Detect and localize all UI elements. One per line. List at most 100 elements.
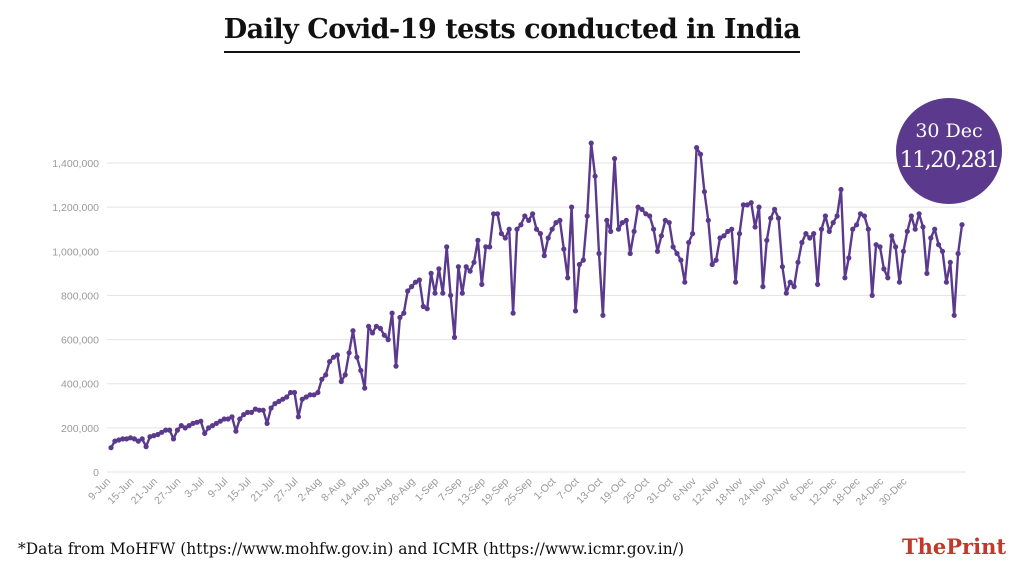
data-point bbox=[947, 259, 953, 265]
data-point bbox=[896, 279, 903, 285]
data-point bbox=[600, 312, 606, 318]
data-point bbox=[393, 363, 399, 369]
data-point bbox=[818, 226, 825, 232]
data-point bbox=[811, 231, 817, 237]
data-point bbox=[463, 264, 469, 270]
latest-value-badge: 30 Dec 11,20,281 bbox=[896, 98, 1002, 204]
data-point bbox=[549, 226, 555, 232]
data-point bbox=[569, 204, 575, 210]
data-point bbox=[186, 423, 192, 429]
data-point bbox=[651, 226, 657, 232]
data-point bbox=[178, 423, 184, 429]
data-point bbox=[319, 376, 325, 382]
data-point bbox=[127, 435, 134, 441]
data-point bbox=[491, 211, 497, 217]
data-point bbox=[409, 284, 415, 290]
data-point bbox=[479, 281, 485, 287]
data-point bbox=[487, 244, 493, 250]
data-point bbox=[381, 332, 387, 338]
data-point bbox=[108, 445, 114, 451]
data-point bbox=[670, 244, 676, 250]
data-point bbox=[151, 433, 157, 439]
data-point bbox=[557, 217, 563, 223]
data-point bbox=[510, 310, 516, 316]
data-point bbox=[358, 367, 364, 374]
data-point bbox=[608, 228, 614, 234]
data-point bbox=[768, 215, 774, 221]
data-point bbox=[533, 226, 540, 232]
data-point bbox=[627, 250, 633, 257]
data-point bbox=[272, 401, 278, 407]
data-point bbox=[861, 213, 868, 219]
data-point bbox=[885, 275, 891, 281]
data-point bbox=[248, 409, 255, 415]
data-point bbox=[619, 220, 626, 226]
data-point bbox=[190, 420, 196, 426]
data-point bbox=[678, 257, 684, 263]
data-point bbox=[694, 145, 700, 151]
data-point bbox=[307, 392, 313, 398]
data-point bbox=[639, 206, 645, 212]
x-tick-label: 1-Oct bbox=[532, 476, 559, 503]
data-point bbox=[350, 328, 356, 334]
data-point bbox=[643, 211, 649, 217]
data-point bbox=[330, 354, 337, 360]
data-point bbox=[873, 242, 879, 248]
data-point bbox=[295, 414, 301, 420]
data-point bbox=[779, 264, 786, 270]
x-tick-label: 27-Jun bbox=[152, 476, 183, 507]
x-tick-label: 2-Aug bbox=[296, 476, 324, 504]
x-tick-label: 3-Jul bbox=[182, 476, 207, 501]
data-point bbox=[268, 405, 274, 411]
data-point bbox=[686, 239, 692, 246]
data-point bbox=[526, 217, 532, 223]
data-point bbox=[682, 279, 688, 285]
data-point bbox=[604, 217, 610, 223]
data-point bbox=[635, 204, 641, 210]
data-point bbox=[744, 202, 750, 208]
data-point bbox=[389, 310, 395, 316]
data-point bbox=[377, 325, 383, 332]
data-point bbox=[369, 330, 376, 336]
data-point bbox=[303, 394, 309, 400]
y-tick-label: 1,400,000 bbox=[52, 158, 99, 170]
data-point bbox=[951, 312, 957, 318]
data-point bbox=[233, 428, 239, 434]
data-point bbox=[229, 414, 235, 420]
data-point bbox=[444, 244, 450, 250]
data-point bbox=[397, 314, 403, 321]
data-point bbox=[112, 438, 118, 444]
y-axis: 0 200,000 400,000 600,000 800,000 1,000,000 1,… bbox=[52, 158, 99, 479]
data-point bbox=[904, 228, 910, 234]
data-point bbox=[565, 275, 571, 281]
data-point bbox=[690, 231, 696, 237]
data-point bbox=[518, 222, 524, 228]
data-point bbox=[701, 189, 708, 195]
data-point bbox=[772, 206, 778, 212]
data-point bbox=[830, 220, 836, 226]
brand-the: The bbox=[902, 534, 947, 559]
x-tick-label: 31-Oct bbox=[644, 476, 675, 507]
data-point bbox=[217, 418, 223, 424]
data-point bbox=[163, 427, 169, 433]
data-point bbox=[467, 268, 473, 274]
data-point bbox=[815, 281, 821, 287]
data-point bbox=[709, 261, 715, 268]
data-point bbox=[498, 231, 504, 237]
data-point bbox=[448, 292, 454, 298]
data-point bbox=[362, 385, 368, 391]
data-point bbox=[167, 427, 173, 433]
data-point bbox=[955, 250, 961, 257]
data-point bbox=[865, 226, 871, 232]
data-point bbox=[260, 407, 266, 413]
data-point bbox=[475, 237, 481, 243]
data-point bbox=[116, 437, 122, 443]
data-point bbox=[147, 434, 153, 440]
data-point bbox=[280, 396, 286, 402]
data-point bbox=[288, 389, 294, 396]
data-point bbox=[838, 186, 844, 193]
data-point bbox=[213, 420, 219, 426]
brand-logo: ThePrint bbox=[902, 534, 1006, 559]
data-point bbox=[502, 235, 508, 241]
y-tick-label: 0 bbox=[93, 467, 99, 479]
